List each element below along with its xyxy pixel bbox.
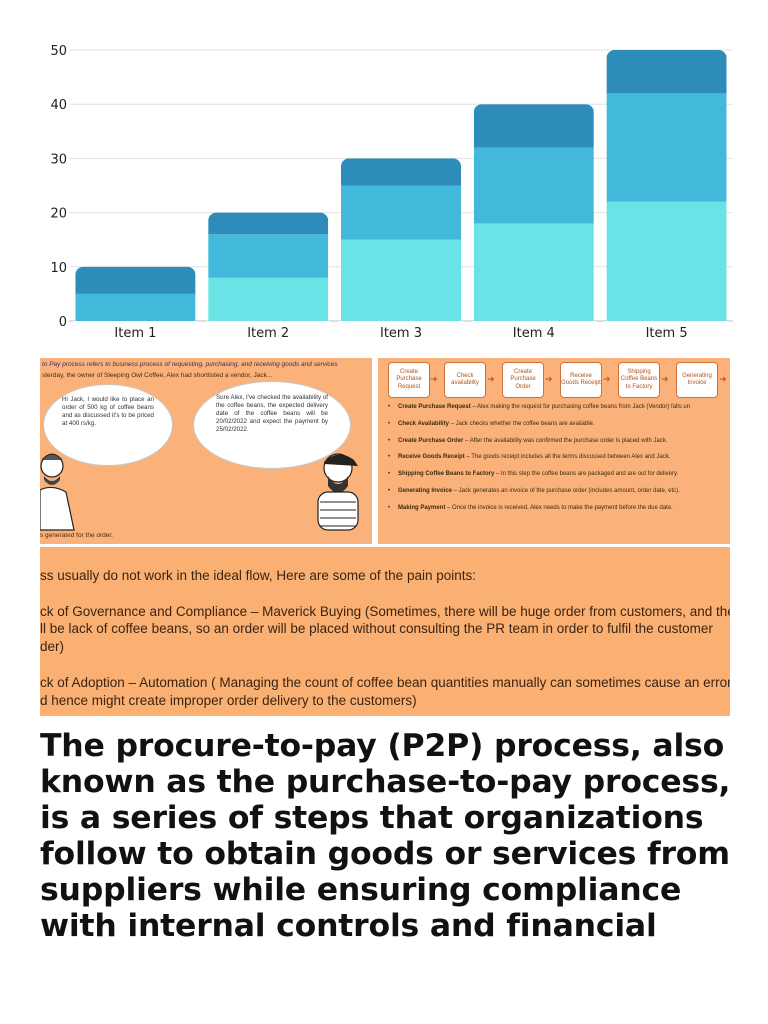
step-title: Generating Invoice xyxy=(398,487,453,494)
bar-segment xyxy=(75,293,196,321)
flow-step-receive-goods-receipt: Receive Goods Receipt xyxy=(560,362,602,398)
bar-segment xyxy=(208,234,329,278)
step-item: Create Purchase Request – Alex making th… xyxy=(388,404,728,412)
step-item: Create Purchase Order – After the availa… xyxy=(388,438,728,446)
pain-points-text: ss usually do not work in the ideal flow… xyxy=(40,567,730,710)
flow-step-generating-invoice: Generating Invoice xyxy=(676,362,718,398)
pain-point-1-line-3: der) xyxy=(40,639,65,655)
pain-point-spacer xyxy=(40,656,730,674)
pain-point-1-line-1: ck of Governance and Compliance – Maveri… xyxy=(40,603,730,619)
flow-arrow-icon: ➜ xyxy=(430,375,438,385)
bar-segment xyxy=(341,158,461,186)
article-caption: The procure-to-pay (P2P) process, also k… xyxy=(40,728,731,944)
speech-bubble-right-text: Sure Alex, I've checked the availability… xyxy=(216,394,328,434)
vendor-body xyxy=(317,491,359,531)
step-item: Shipping Coffee Beans to Factory – In th… xyxy=(388,471,728,479)
bar-layer xyxy=(73,50,729,331)
bar-segment xyxy=(606,50,727,94)
flow-arrow-icon: ➜ xyxy=(487,375,495,385)
p2p-slide-image: to Pay process refers to business proces… xyxy=(40,358,730,716)
slide-pain-points-panel: ss usually do not work in the ideal flow… xyxy=(40,547,730,716)
x-tick-label: Item 5 xyxy=(646,326,688,341)
bar-segment xyxy=(341,185,461,240)
p2p-step-list: Create Purchase Request – Alex making th… xyxy=(388,404,728,522)
speech-bubble-right xyxy=(194,382,350,468)
step-text: – Jack checks whether the coffee beans a… xyxy=(448,420,595,427)
step-text: – In this step the coffee beans are pack… xyxy=(494,471,679,478)
step-text: – The goods receipt includes all the ter… xyxy=(464,454,671,461)
flow-step-create-purchase-order: Create Purchase Order xyxy=(502,362,544,398)
pain-point-2-line-2: d hence might create improper order deli… xyxy=(40,692,417,708)
slide-separator xyxy=(40,544,730,547)
customer-hair xyxy=(41,453,63,461)
step-title: Create Purchase Request xyxy=(398,404,471,410)
speech-bubble-left-text: Hi Jack, I would like to place an order … xyxy=(62,396,154,428)
bar-segment xyxy=(606,93,727,202)
pain-point-2-line-1: ck of Adoption – Automation ( Managing t… xyxy=(40,674,730,690)
bar-segment xyxy=(208,277,329,321)
bar-segment xyxy=(473,147,594,224)
y-tick-label: 0 xyxy=(59,315,67,330)
flow-step-create-purchase-request: Create Purchase Request xyxy=(388,362,430,398)
y-tick-label: 20 xyxy=(50,207,67,222)
bar-base-mask xyxy=(206,321,331,331)
pain-point-spacer xyxy=(40,585,730,603)
slide-story-panel: to Pay process refers to business proces… xyxy=(40,358,372,544)
step-text: – Jack generates an invoice of the purch… xyxy=(452,487,680,494)
flow-step-check-availability: Check availability xyxy=(444,362,486,398)
x-tick-label: Item 4 xyxy=(513,326,555,341)
bar-base-mask xyxy=(604,321,729,331)
step-title: Receive Goods Receipt xyxy=(398,454,465,461)
step-title: Check Availability xyxy=(398,420,449,427)
y-tick-label: 40 xyxy=(50,98,67,113)
bar-segment xyxy=(473,104,594,148)
step-item: Receive Goods Receipt – The goods receip… xyxy=(388,454,728,462)
flow-step-shipping-coffee-beans: Shipping Coffee Beans to Factory xyxy=(618,362,660,398)
slide-intro-line: to Pay process refers to business proces… xyxy=(42,361,338,368)
speech-bubble-left xyxy=(44,385,172,465)
bar-base-mask xyxy=(73,321,198,331)
vendor-figure xyxy=(317,453,359,531)
customer-beard xyxy=(44,476,60,485)
slide-flow-panel: Create Purchase Request ➜ Check availabi… xyxy=(378,358,730,544)
bar-segment xyxy=(75,266,196,294)
stacked-bar-chart: 0 10 20 30 40 50 Item 1 Item 2 Item 3 Item 4 Item … xyxy=(0,0,768,350)
vendor-bandana xyxy=(324,454,358,466)
slide-order-note: s generated for the order. xyxy=(40,532,113,539)
step-title: Making Payment xyxy=(398,504,446,511)
step-title: Create Purchase Order xyxy=(398,437,464,444)
label-layer: 0 10 20 30 40 50 Item 1 Item 2 Item 3 Item 4 Item … xyxy=(50,44,687,341)
pain-points-intro: ss usually do not work in the ideal flow… xyxy=(40,568,476,583)
vendor-beard xyxy=(328,476,348,493)
step-text: – Once the invoice is received, Alex nee… xyxy=(445,504,673,511)
flow-arrow-icon: ➜ xyxy=(661,375,669,385)
bar-segment xyxy=(341,239,461,321)
step-text: – Alex making the request for purchasing… xyxy=(470,404,691,410)
flow-arrow-icon: ➜ xyxy=(545,375,553,385)
bar-base-mask xyxy=(471,321,596,331)
slide-divider xyxy=(372,358,378,544)
bar-segment xyxy=(473,223,594,321)
x-tick-label: Item 3 xyxy=(380,326,422,341)
x-tick-label: Item 1 xyxy=(114,326,156,341)
bar-segment xyxy=(208,212,329,235)
flow-arrow-icon: ➜ xyxy=(719,375,727,385)
customer-figure xyxy=(40,453,75,531)
step-item: Check Availability – Jack checks whether… xyxy=(388,421,728,429)
slide-intro-line-2: sterday, the owner of Sleeping Owl Coffe… xyxy=(42,372,273,379)
chart-svg: 0 10 20 30 40 50 Item 1 Item 2 Item 3 Item 4 Item … xyxy=(50,44,733,341)
y-tick-label: 10 xyxy=(50,261,67,276)
step-item: Generating Invoice – Jack generates an i… xyxy=(388,488,728,496)
y-tick-label: 30 xyxy=(50,152,67,167)
pain-point-1-line-2: ll be lack of coffee beans, so an order … xyxy=(40,621,713,637)
customer-body xyxy=(40,486,75,531)
step-item: Making Payment – Once the invoice is rec… xyxy=(388,505,728,513)
step-title: Shipping Coffee Beans to Factory xyxy=(398,471,495,478)
y-tick-label: 50 xyxy=(50,44,67,59)
x-tick-label: Item 2 xyxy=(247,326,289,341)
flow-arrow-icon: ➜ xyxy=(603,375,611,385)
step-text: – After the availability was confirmed t… xyxy=(463,437,668,444)
bar-base-mask xyxy=(339,321,463,331)
bar-segment xyxy=(606,201,727,321)
